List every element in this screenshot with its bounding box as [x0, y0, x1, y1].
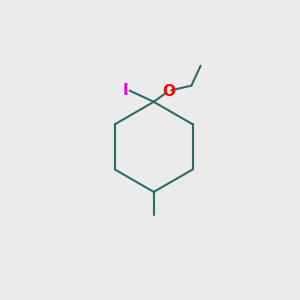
Text: O: O	[162, 84, 175, 99]
Text: I: I	[123, 83, 128, 98]
